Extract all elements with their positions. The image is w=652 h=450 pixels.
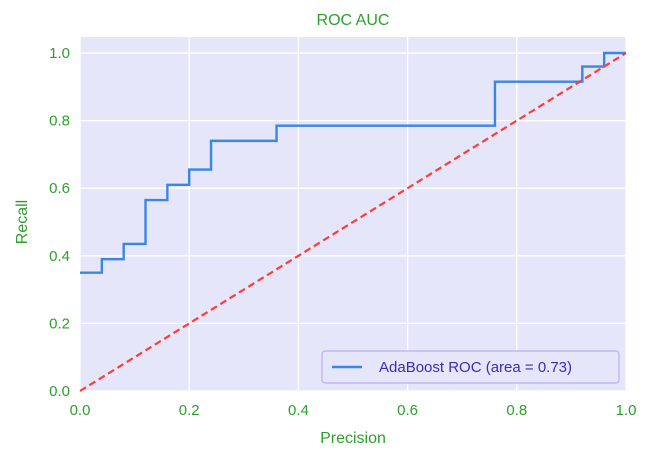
roc-curve-line	[80, 51, 626, 274]
chart-title: ROC AUC	[317, 12, 390, 29]
y-axis-label: Recall	[14, 200, 31, 244]
grid-lines	[79, 37, 627, 392]
y-tick-label: 0.4	[49, 248, 70, 265]
x-tick-label: 1.0	[616, 402, 637, 419]
series-layer	[79, 51, 627, 392]
diagonal-reference-line	[79, 52, 627, 392]
x-tick-label: 0.6	[397, 402, 418, 419]
x-axis-label: Precision	[320, 430, 386, 447]
tick-labels: 0.0 0.2 0.4 0.6 0.8 1.0 0.0 0.2 0.4 0.6 0.8 1.0	[49, 45, 636, 419]
legend-box	[321, 350, 620, 384]
y-tick-label: 0.8	[49, 113, 70, 130]
y-tick-label: 1.0	[49, 45, 70, 62]
y-tick-label: 0.0	[49, 383, 70, 400]
y-tick-label: 0.2	[49, 315, 70, 332]
legend-entry-label: AdaBoost ROC (area = 0.73)	[379, 359, 572, 376]
plot-area	[80, 37, 626, 391]
x-tick-label: 0.0	[70, 402, 91, 419]
x-tick-label: 0.4	[288, 402, 309, 419]
x-tick-label: 0.2	[179, 402, 200, 419]
x-tick-label: 0.8	[506, 402, 527, 419]
y-tick-label: 0.6	[49, 180, 70, 197]
legend: AdaBoost ROC (area = 0.73)	[321, 350, 620, 384]
